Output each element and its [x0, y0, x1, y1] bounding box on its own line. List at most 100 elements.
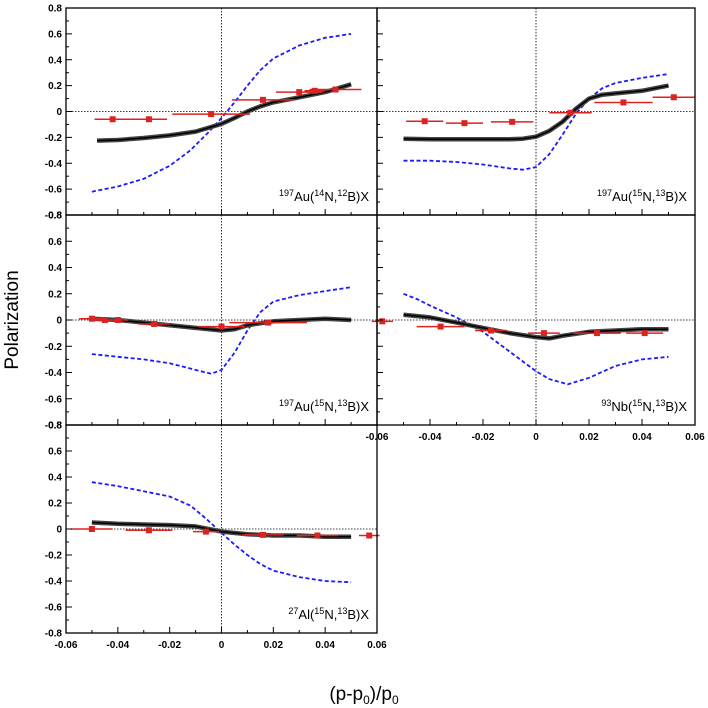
data-point [461, 120, 468, 127]
data-point [314, 532, 321, 539]
data-point [259, 531, 266, 538]
x-axis-title: (p-p0)/p0 [329, 684, 399, 707]
panel-reaction-label: 197Au(14N,12B)X [279, 188, 369, 204]
label-text: B)X [665, 189, 687, 204]
y-tick-label: 0.6 [48, 447, 62, 458]
y-tick-label: 0.2 [48, 81, 62, 92]
panel-reaction-label: 27Al(15N,13B)X [288, 606, 369, 622]
y-tick-label: -0.2 [45, 133, 63, 144]
x-tick-label: 0.06 [685, 432, 705, 443]
data-point [311, 87, 318, 94]
solid-theory-curve [403, 314, 669, 340]
label-text: B)X [347, 607, 369, 622]
data-point [218, 323, 225, 330]
panel-curves [403, 73, 669, 171]
x-tick-label: -0.04 [419, 432, 442, 443]
solid-theory-curve [97, 83, 352, 142]
data-point [145, 116, 152, 123]
label-text: B)X [347, 399, 369, 414]
y-tick-label: -0.4 [45, 577, 63, 588]
panel-curves [91, 33, 352, 193]
label-superscript: 12 [337, 188, 347, 198]
label-superscript: 27 [288, 606, 298, 616]
label-text: Au( [612, 189, 633, 204]
label-superscript: 15 [632, 188, 642, 198]
x-tick-label: -0.06 [55, 640, 78, 651]
x-tick-label: -0.02 [472, 432, 495, 443]
label-superscript: 15 [314, 606, 324, 616]
label-text: Nb( [611, 399, 633, 414]
label-text: Au( [294, 399, 315, 414]
panel-al15n13b: 0.80.60.40.20-0.2-0.4-0.6-0.8-0.06 -0.04-… [45, 421, 387, 652]
data-point [366, 532, 373, 539]
y-tick-label: 0.2 [48, 289, 62, 300]
y-axis-title: Polarization [2, 270, 23, 369]
x-axis-title-part: (p-p [329, 684, 363, 705]
panel-reaction-label: 93Nb(15N,13B)X [601, 398, 687, 414]
label-superscript: 93 [601, 398, 611, 408]
data-point [332, 86, 339, 93]
data-point [593, 330, 600, 337]
y-tick-label: 0.4 [48, 263, 62, 274]
x-tick-label: 0 [219, 640, 225, 651]
x-tick-label: -0.02 [158, 640, 181, 651]
data-point [101, 317, 108, 323]
y-tick-label: -0.4 [45, 368, 63, 379]
x-tick-label: 0.02 [264, 640, 284, 651]
data-point [620, 99, 627, 106]
data-point [88, 526, 95, 532]
data-point [151, 320, 158, 327]
label-superscript: 13 [337, 398, 347, 408]
y-tick-label: -0.8 [45, 211, 63, 222]
panel-reaction-label: 197Au(15N,13B)X [597, 188, 687, 204]
label-text: N, [642, 399, 655, 414]
x-axis-title-sub: 0 [392, 693, 399, 707]
x-tick-label: 0 [533, 432, 539, 443]
panels-group: 0.80.60.40.20-0.2-0.4-0.6-0.8197Au(14N,1… [45, 4, 705, 652]
data-point [641, 330, 648, 337]
label-text: B)X [347, 189, 369, 204]
data-point [487, 327, 494, 334]
y-tick-label: 0.8 [48, 4, 62, 15]
y-tick-label: 0.8 [48, 211, 62, 222]
y-tick-label: -0.4 [45, 159, 63, 170]
y-tick-label: 0.6 [48, 29, 62, 40]
data-point [88, 315, 95, 322]
panel-au15n13b_mid: 0.8 0.6 0.4 0.2 0 -0.2 -0.4 -0.6 -0.8 197Au(15N,1… [45, 211, 378, 432]
label-text: N, [324, 607, 337, 622]
y-tick-label: 0.6 [48, 237, 62, 248]
y-tick-label: -0.2 [45, 551, 63, 562]
data-point [208, 111, 215, 118]
label-text: N, [324, 189, 337, 204]
y-tick-label: 0.4 [48, 55, 62, 66]
x-axis-title-sub: 0 [363, 693, 370, 707]
dashed-theory-curve [91, 286, 352, 375]
x-tick-label: 0.04 [632, 432, 652, 443]
data-point [202, 528, 209, 535]
label-superscript: 13 [655, 398, 665, 408]
y-tick-label: -0.8 [45, 421, 63, 432]
data-point [145, 527, 152, 534]
y-tick-label: -0.2 [45, 342, 63, 353]
label-superscript: 15 [632, 398, 642, 408]
data-point [379, 318, 386, 325]
panel-curves [403, 292, 669, 386]
label-superscript: 197 [279, 398, 294, 408]
label-superscript: 14 [314, 188, 324, 198]
label-text: N, [324, 399, 337, 414]
data-point [421, 118, 428, 125]
panel-reaction-label: 197Au(15N,13B)X [279, 398, 369, 414]
panel-nb15n13b: -0.06 -0.04 -0.02 0 0.02 0.04 0.0693Nb(15N,13B… [366, 214, 705, 443]
dashed-theory-curve [403, 292, 669, 386]
y-tick-label: 0 [56, 316, 62, 327]
y-tick-label: 0.2 [48, 499, 62, 510]
x-tick-label: 0.02 [579, 432, 599, 443]
data-point [109, 116, 116, 123]
data-point [265, 319, 272, 326]
y-tick-label: 0.4 [48, 473, 62, 484]
x-tick-label: 0.04 [315, 640, 335, 651]
label-superscript: 15 [314, 398, 324, 408]
solid-theory-curve [403, 84, 669, 141]
data-point [296, 89, 303, 96]
data-point [567, 109, 574, 116]
